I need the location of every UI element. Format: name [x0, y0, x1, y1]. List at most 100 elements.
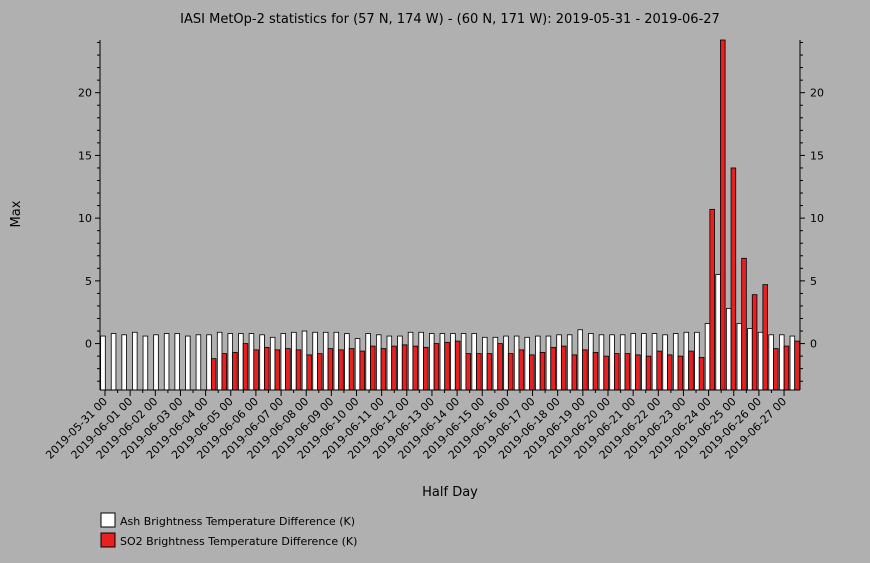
so2-bar: [783, 345, 790, 391]
ash-bar: [619, 334, 626, 391]
ash-bar: [789, 335, 796, 391]
so2-bar: [592, 351, 599, 391]
ash-bar: [566, 334, 573, 391]
legend-swatch-so2: [100, 532, 116, 548]
so2-bar: [317, 353, 323, 391]
ash-bar: [757, 331, 764, 391]
so2-bar: [242, 343, 249, 391]
y-tick-label: 0: [85, 338, 92, 351]
y-tick-label-right: 5: [810, 275, 817, 288]
ash-bar: [715, 274, 721, 391]
ash-bar: [259, 334, 265, 391]
so2-bar: [741, 257, 747, 391]
ash-bar: [227, 333, 233, 391]
so2-bar: [794, 340, 800, 391]
ash-bar: [630, 333, 637, 391]
y-tick-label: 15: [78, 149, 92, 162]
so2-bar: [338, 349, 344, 391]
ash-bar: [354, 338, 361, 391]
ash-bar: [407, 331, 414, 391]
so2-bar: [720, 39, 726, 391]
legend-label-so2: SO2 Brightness Temperature Difference (K…: [120, 535, 357, 548]
ash-bar: [322, 331, 329, 391]
so2-bar: [656, 350, 662, 391]
ash-bar: [662, 334, 668, 391]
ash-bar: [163, 333, 170, 391]
so2-bar: [518, 349, 525, 391]
so2-bar: [274, 349, 281, 391]
so2-bar: [603, 355, 609, 391]
ash-bar: [301, 330, 308, 391]
so2-bar: [751, 294, 758, 391]
ash-bar: [174, 333, 180, 391]
so2-bar: [497, 343, 503, 391]
ash-bar: [100, 335, 106, 391]
so2-bar: [624, 353, 631, 391]
ash-bar: [386, 335, 393, 391]
ash-bar: [185, 335, 191, 391]
ash-bar: [397, 335, 403, 391]
so2-bar: [210, 358, 217, 391]
ash-bar: [333, 331, 340, 391]
ash-bar: [651, 333, 658, 391]
ash-bar: [588, 333, 594, 391]
ash-bar: [736, 323, 743, 391]
y-tick-label-right: 15: [810, 149, 824, 162]
so2-bar: [571, 354, 578, 391]
so2-bar: [401, 344, 408, 391]
ash-bar: [524, 336, 530, 391]
y-axis-label: Max: [9, 200, 24, 227]
ash-bar: [556, 334, 562, 391]
ash-bar: [609, 334, 615, 391]
y-tick-label: 10: [78, 212, 92, 225]
ash-bar: [206, 334, 212, 391]
legend: Ash Brightness Temperature Difference (K…: [100, 512, 357, 548]
ash-bar: [471, 333, 477, 391]
ash-bar: [460, 333, 467, 391]
so2-bar: [507, 353, 514, 391]
so2-bar: [263, 346, 270, 391]
y-tick-label-right: 0: [810, 338, 817, 351]
so2-bar: [370, 345, 376, 391]
so2-bar: [613, 353, 620, 391]
bar-series-group: [100, 39, 800, 391]
so2-bar: [454, 340, 461, 391]
y-tick-label-right: 20: [810, 87, 824, 100]
so2-bar: [539, 351, 546, 391]
ash-bar: [238, 333, 244, 391]
chart-title: IASI MetOp-2 statistics for (57 N, 174 W…: [180, 12, 720, 27]
so2-bar: [465, 353, 471, 391]
y-tick-label: 20: [78, 87, 92, 100]
so2-bar: [688, 350, 694, 391]
ash-bar: [513, 335, 520, 391]
ash-bar: [598, 334, 605, 391]
legend-label-ash: Ash Brightness Temperature Difference (K…: [120, 515, 355, 528]
ash-bar: [535, 335, 541, 391]
so2-bar: [359, 350, 365, 391]
so2-bar: [677, 355, 684, 391]
ash-bar: [142, 335, 149, 391]
ash-bar: [312, 331, 318, 391]
so2-bar: [476, 353, 482, 391]
ash-bar: [195, 334, 202, 391]
ash-bar: [577, 329, 583, 391]
so2-bar: [253, 349, 259, 391]
ash-bar: [768, 334, 774, 391]
ash-bar: [269, 336, 276, 391]
y-ticks-group: 0 0 5 5 10 10 15 15 20 20: [78, 42, 824, 382]
ash-bar: [121, 334, 127, 391]
so2-bar: [762, 284, 768, 391]
so2-bar: [221, 353, 228, 391]
so2-bar: [348, 348, 355, 391]
so2-bar: [232, 351, 238, 391]
ash-bar: [672, 333, 679, 391]
ash-bar: [344, 333, 350, 391]
ash-bar: [482, 336, 488, 391]
legend-swatch-ash: [100, 512, 116, 528]
so2-bar: [773, 348, 779, 391]
so2-bar: [529, 354, 535, 391]
ash-bar: [280, 333, 287, 391]
ash-bar: [779, 334, 785, 391]
ash-bar: [450, 333, 456, 391]
